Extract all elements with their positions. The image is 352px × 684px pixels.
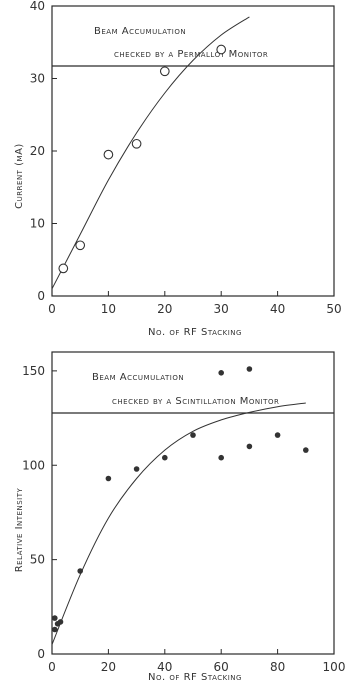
chart-1-annotation-1: Beam Accumulation xyxy=(94,26,186,37)
chart-2-data-point xyxy=(77,568,83,574)
chart-1-y-tick-label: 30 xyxy=(30,72,45,86)
chart-1-data-point xyxy=(216,44,227,55)
chart-1-x-tick-label: 40 xyxy=(270,302,285,316)
chart-2-y-axis-label: Relative Intensity xyxy=(14,487,25,572)
chart-2-data-point xyxy=(246,366,253,372)
chart-2-data-point xyxy=(105,475,112,482)
chart-2-data-point xyxy=(52,626,58,633)
chart-2-x-tick-label: 0 xyxy=(48,660,56,674)
chart-1-y-tick-label: 10 xyxy=(30,217,45,231)
chart-1-fit-curve xyxy=(51,16,250,290)
chart-1-x-tick-label: 50 xyxy=(326,302,341,316)
chart-1-points xyxy=(58,44,227,274)
chart-2-x-tick-label: 20 xyxy=(101,660,116,674)
chart-1-x-tick-label: 30 xyxy=(214,302,229,316)
chart-1-ticks: 0 10 20 30 40 50 0 10 20 30 40 xyxy=(30,0,342,316)
chart-2-data-point xyxy=(246,443,253,450)
chart-2-fit-curve xyxy=(51,402,306,645)
chart-2-y-tick-label: 0 xyxy=(37,647,45,661)
chart-2-data-point xyxy=(218,370,224,376)
chart-1-data-point xyxy=(58,263,69,274)
chart-1-y-tick-label: 0 xyxy=(37,289,45,303)
chart-2-x-axis-label: No. of RF Stacking xyxy=(148,672,242,683)
chart-1-x-axis-label: No. of RF Stacking xyxy=(148,327,242,338)
chart-2: Beam Accumulation checked by a Scintilla… xyxy=(14,351,345,683)
chart-2-data-point xyxy=(162,454,168,461)
chart-1: Beam Accumulation checked by a Permalloy… xyxy=(14,0,342,338)
chart-2-ticks: 0 20 40 60 80 100 0 50 100 150 xyxy=(22,364,345,674)
chart-1-y-tick-label: 20 xyxy=(30,144,45,158)
chart-2-data-point xyxy=(133,466,140,472)
chart-1-data-point xyxy=(75,240,86,251)
chart-2-x-tick-label: 100 xyxy=(323,660,346,674)
chart-2-x-tick-label: 60 xyxy=(214,660,229,674)
chart-1-data-point xyxy=(159,66,170,77)
chart-1-x-tick-label: 20 xyxy=(157,302,172,316)
chart-1-x-tick-label: 10 xyxy=(101,302,116,316)
chart-2-y-tick-label: 50 xyxy=(30,553,45,567)
chart-1-y-axis-label: Current (μA) xyxy=(14,143,25,209)
chart-2-data-point xyxy=(57,619,64,625)
chart-1-x-tick-label: 0 xyxy=(48,302,56,316)
chart-2-x-tick-label: 40 xyxy=(157,660,172,674)
chart-1-annotation-2: checked by a Permalloy Monitor xyxy=(114,49,268,60)
chart-1-data-point xyxy=(103,149,114,160)
chart-1-data-point xyxy=(131,138,142,149)
chart-2-y-tick-label: 150 xyxy=(22,364,45,378)
chart-2-data-point xyxy=(190,432,196,438)
chart-2-annotation-1: Beam Accumulation xyxy=(92,372,184,383)
chart-1-y-tick-label: 40 xyxy=(30,0,45,13)
chart-2-y-tick-label: 100 xyxy=(22,458,45,472)
chart-2-frame xyxy=(51,351,335,655)
chart-2-data-point xyxy=(52,615,58,621)
chart-2-data-point xyxy=(274,432,281,438)
chart-2-points xyxy=(52,366,309,633)
chart-2-data-point xyxy=(218,454,224,461)
chart-2-data-point xyxy=(303,447,309,453)
chart-2-annotation-2: checked by a Scintillation Monitor xyxy=(112,396,279,407)
chart-2-x-tick-label: 80 xyxy=(270,660,285,674)
